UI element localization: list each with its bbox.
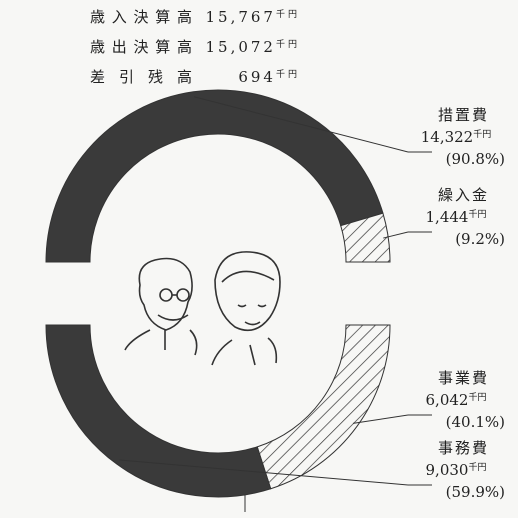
- summary-label: 歳入決算高: [90, 8, 195, 26]
- amount-label: 9,030千円: [426, 461, 487, 479]
- amount-unit: 千円: [468, 392, 486, 403]
- category-label: 事業費: [438, 369, 489, 387]
- amount-label: 1,444千円: [426, 208, 487, 226]
- amount-unit: 千円: [468, 209, 486, 220]
- amount-unit: 千円: [468, 462, 486, 473]
- summary-value: 15,072千円: [205, 38, 300, 56]
- category-label: 措置費: [438, 106, 489, 124]
- ring-segment: [46, 325, 271, 497]
- chart: 歳入決算高15,767千円歳出決算高15,072千円差引残高694千円措置費14…: [0, 0, 518, 518]
- amount-unit: 千円: [473, 129, 491, 140]
- percent-label: (9.2%): [455, 230, 505, 248]
- summary-amount: 15,767: [205, 8, 276, 26]
- summary-value: 15,767千円: [205, 8, 300, 26]
- summary-unit: 千円: [276, 69, 300, 80]
- category-label: 繰入金: [438, 186, 489, 204]
- amount: 6,042: [426, 391, 469, 409]
- percent-label: (59.9%): [446, 483, 505, 501]
- summary-unit: 千円: [276, 39, 300, 50]
- summary-label: 歳出決算高: [90, 38, 195, 56]
- amount-label: 14,322千円: [421, 128, 492, 146]
- category-label: 事務費: [438, 439, 489, 457]
- summary-amount: 694: [238, 68, 276, 86]
- amount: 9,030: [426, 461, 469, 479]
- summary-amount: 15,072: [205, 38, 276, 56]
- amount-label: 6,042千円: [426, 391, 487, 409]
- ring-segment: [46, 90, 383, 262]
- amount: 1,444: [426, 208, 469, 226]
- percent-label: (40.1%): [446, 413, 505, 431]
- illustration: [125, 252, 280, 365]
- ring-segment: [257, 325, 390, 489]
- summary-unit: 千円: [276, 9, 300, 20]
- summary-value: 694千円: [238, 68, 300, 86]
- percent-label: (90.8%): [446, 150, 505, 168]
- summary-label: 差引残高: [90, 68, 195, 86]
- amount: 14,322: [421, 128, 474, 146]
